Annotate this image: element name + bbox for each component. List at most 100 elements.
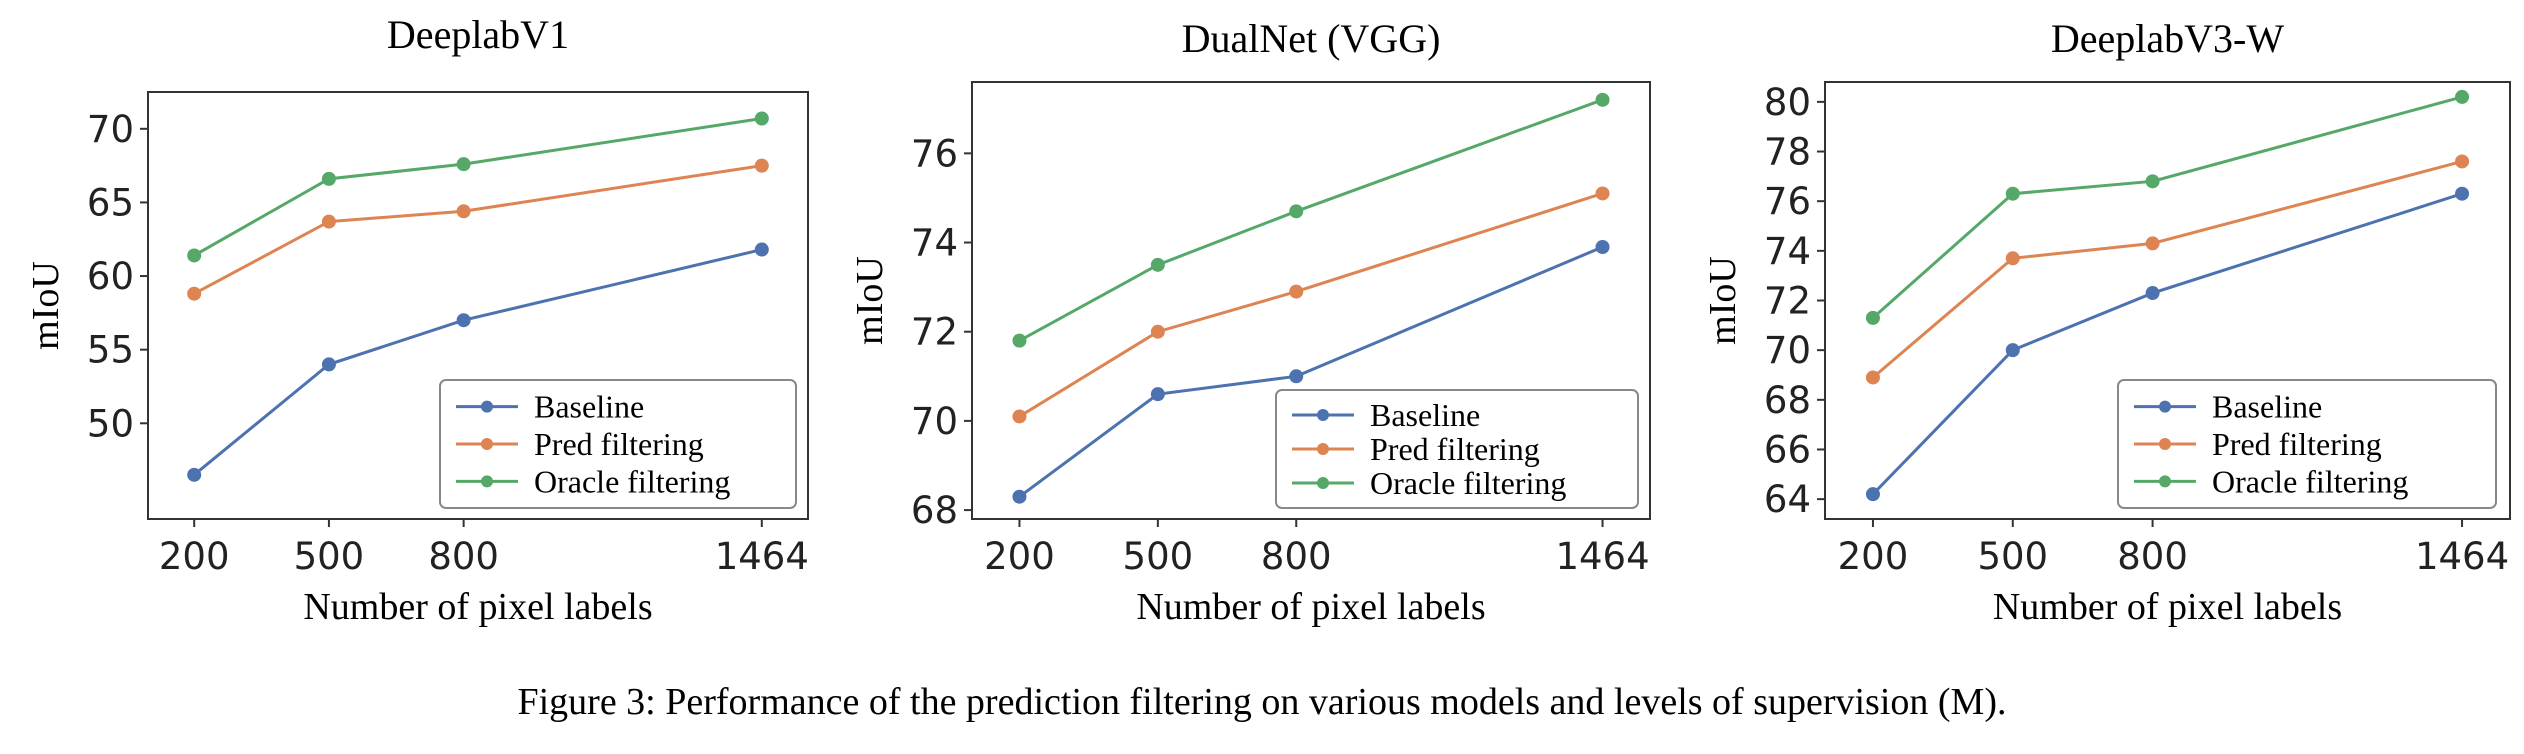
y-tick-label: 74	[1764, 230, 1811, 273]
x-tick-label: 200	[984, 535, 1055, 578]
series-line-pred-filtering	[1018, 192, 1603, 418]
data-point	[2145, 286, 2160, 301]
data-point	[456, 204, 471, 219]
chart-panel-2: DualNet (VGG) 68 70 72 74 76 200 500 800 1464 Numb…	[849, 16, 1651, 628]
data-point	[2005, 343, 2020, 358]
legend-swatch-marker	[2159, 400, 2171, 413]
chart-panel-3: DeeplabV3-W 64 66 68 70 72 74 76 78 80 200 500 800 14…	[1702, 16, 2511, 628]
data-point	[456, 157, 471, 172]
legend-entry-label: Pred filtering	[2212, 426, 2382, 462]
data-point	[1289, 284, 1304, 299]
data-point	[1150, 257, 1165, 272]
data-point	[187, 467, 202, 482]
x-tick-label: 800	[428, 535, 499, 578]
y-axis-label: mIoU	[25, 261, 67, 350]
y-tick-label: 72	[1764, 280, 1811, 323]
x-tick-label: 200	[1838, 535, 1909, 578]
y-tick-label: 64	[1764, 478, 1811, 521]
legend-entry-label: Baseline	[2212, 389, 2322, 425]
y-tick-label: 60	[87, 255, 134, 298]
y-tick-label: 68	[1764, 379, 1811, 422]
data-point	[321, 214, 336, 229]
x-tick-label: 500	[1123, 535, 1194, 578]
data-point	[1865, 487, 1880, 502]
data-point	[321, 357, 336, 372]
data-point	[2455, 154, 2470, 169]
x-tick-label: 1464	[1555, 535, 1649, 578]
y-axis-label: mIoU	[849, 256, 891, 345]
legend-box	[2117, 379, 2497, 509]
data-point	[1595, 92, 1610, 107]
series-line-baseline	[193, 248, 763, 476]
data-point	[1595, 186, 1610, 201]
data-point	[1150, 387, 1165, 402]
figure-caption: Figure 3: Performance of the prediction …	[517, 681, 2007, 723]
x-axis-label: Number of pixel labels	[1136, 586, 1485, 628]
y-tick-label: 70	[1764, 329, 1811, 372]
legend-entry-label: Oracle filtering	[1370, 465, 1566, 501]
x-tick-label: 1464	[715, 535, 809, 578]
x-tick-label: 200	[159, 535, 230, 578]
legend-entry-label: Oracle filtering	[2212, 463, 2408, 499]
data-point	[187, 286, 202, 301]
chart-panel-1: DeeplabV1 50 55 60 65 70 200 500 800 1464 Number o…	[25, 12, 809, 628]
y-tick-label: 72	[911, 311, 958, 354]
legend-swatch-marker	[481, 475, 493, 488]
y-tick-label: 68	[911, 489, 958, 532]
y-tick-label: 80	[1764, 81, 1811, 124]
x-tick-label: 500	[294, 535, 365, 578]
data-point	[1289, 204, 1304, 219]
y-tick-label: 78	[1764, 131, 1811, 174]
series-line-pred-filtering	[193, 164, 763, 296]
legend-entry-label: Pred filtering	[1370, 431, 1540, 467]
chart-title: DualNet (VGG)	[1182, 16, 1441, 61]
series-line-baseline	[1871, 192, 2463, 496]
y-tick-label: 50	[87, 402, 134, 445]
legend-entry-label: Pred filtering	[534, 426, 704, 462]
data-point	[2145, 174, 2160, 189]
data-point	[2005, 186, 2020, 201]
series-line-oracle-filtering	[193, 117, 763, 257]
plot-frame	[971, 81, 1651, 520]
data-point	[1012, 333, 1027, 348]
series-line-baseline	[1018, 245, 1604, 498]
legend-swatch-marker	[1317, 409, 1329, 421]
legend-swatch-marker	[1317, 443, 1329, 455]
y-tick-label: 74	[911, 222, 958, 265]
data-point	[2145, 236, 2160, 251]
data-point	[1150, 324, 1165, 339]
series-line-pred-filtering	[1871, 160, 2463, 379]
data-point	[754, 111, 769, 126]
legend-swatch-marker	[2159, 438, 2171, 450]
legend-box	[1275, 389, 1639, 509]
legend-swatch-marker	[481, 400, 493, 413]
x-tick-label: 500	[1977, 535, 2048, 578]
y-tick-label: 66	[1764, 428, 1811, 471]
y-tick-label: 65	[87, 181, 134, 224]
legend-entry-label: Baseline	[1370, 397, 1480, 433]
data-point	[321, 171, 336, 186]
data-point	[1865, 370, 1880, 385]
series-line-oracle-filtering	[1018, 98, 1604, 342]
data-point	[456, 313, 471, 328]
data-point	[187, 248, 202, 263]
data-point	[2455, 186, 2470, 201]
data-point	[754, 158, 769, 173]
legend-swatch-marker	[2159, 475, 2171, 488]
legend-box	[439, 379, 797, 509]
y-tick-label: 70	[911, 400, 958, 443]
y-tick-label: 76	[911, 132, 958, 175]
chart-title: DeeplabV1	[387, 12, 569, 57]
x-axis-label: Number of pixel labels	[303, 586, 652, 628]
data-point	[1289, 369, 1304, 384]
data-point	[2005, 251, 2020, 266]
x-tick-label: 1464	[2415, 535, 2509, 578]
y-tick-label: 70	[87, 108, 134, 151]
x-axis-label: Number of pixel labels	[1993, 586, 2342, 628]
data-point	[1595, 239, 1610, 254]
legend-entry-label: Baseline	[534, 389, 644, 425]
legend-swatch-marker	[481, 438, 493, 450]
data-point	[2455, 89, 2470, 104]
data-point	[1012, 409, 1027, 424]
